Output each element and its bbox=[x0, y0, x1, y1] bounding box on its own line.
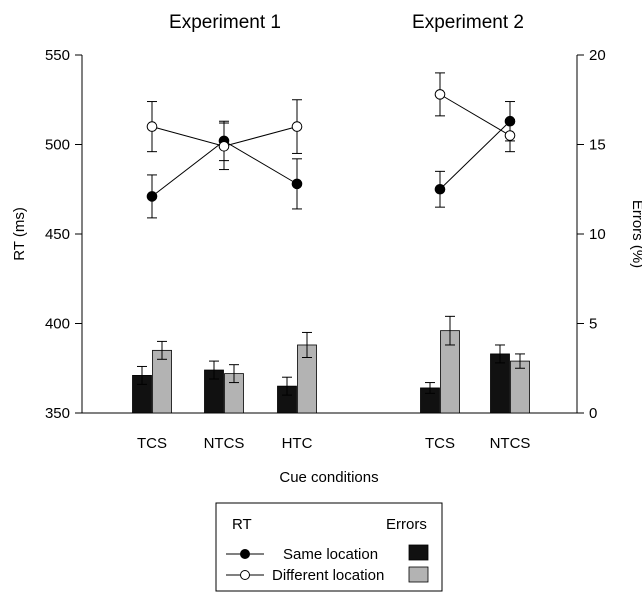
legend-swatch-same bbox=[408, 544, 429, 561]
rt-point-different-p1-tcs bbox=[146, 121, 158, 132]
panel-title-experiment-2: Experiment 2 bbox=[412, 12, 524, 33]
y-right-tick-label-15: 15 bbox=[589, 137, 606, 154]
error-bar-different-p2-ntcs bbox=[510, 360, 530, 414]
y-axis-left-label: RT (ms) bbox=[11, 207, 28, 261]
y-left-tick-label-400: 400 bbox=[45, 316, 70, 333]
rt-line-different-p2 bbox=[439, 93, 511, 136]
y-axis-right-label: Errors (%) bbox=[629, 200, 642, 268]
x-tick-label-p1-tcs: TCS bbox=[137, 435, 167, 452]
y-right-tick-label-0: 0 bbox=[589, 405, 597, 422]
y-left-tick-label-350: 350 bbox=[45, 405, 70, 422]
y-right-tick-label-10: 10 bbox=[589, 226, 606, 243]
legend: RT Errors Same location Different locati… bbox=[215, 502, 443, 592]
y-right-tick-label-20: 20 bbox=[589, 47, 606, 64]
rt-point-different-p1-htc bbox=[291, 121, 303, 132]
legend-swatch-different bbox=[408, 566, 429, 583]
rt-point-different-p2-tcs bbox=[434, 89, 446, 100]
legend-label-same: Same location bbox=[283, 546, 378, 563]
rt-point-same-p1-tcs bbox=[146, 191, 158, 202]
x-tick-label-p2-tcs: TCS bbox=[425, 435, 455, 452]
x-tick-label-p2-ntcs: NTCS bbox=[490, 435, 531, 452]
panel-title-experiment-1: Experiment 1 bbox=[169, 12, 281, 33]
y-right-tick-label-5: 5 bbox=[589, 316, 597, 333]
y-left-tick-label-450: 450 bbox=[45, 226, 70, 243]
y-left-tick-label-500: 500 bbox=[45, 137, 70, 154]
rt-point-different-p1-ntcs bbox=[218, 140, 230, 152]
legend-rt-header: RT bbox=[232, 516, 252, 533]
x-tick-label-p1-ntcs: NTCS bbox=[204, 435, 245, 452]
rt-point-same-p1-htc bbox=[291, 178, 303, 190]
legend-errors-header: Errors bbox=[386, 516, 427, 533]
rt-point-same-p2-tcs bbox=[434, 183, 446, 195]
plot-area: 350 400 450 500 550 0 5 10 15 20 TCS NTCS HTC TCS NTCS bbox=[45, 47, 606, 452]
y-left-tick-label-550: 550 bbox=[45, 47, 70, 64]
x-tick-label-p1-htc: HTC bbox=[282, 435, 313, 452]
legend-box bbox=[215, 502, 443, 592]
legend-marker-same bbox=[240, 549, 250, 559]
rt-line-same-p2 bbox=[439, 120, 511, 190]
x-axis-label: Cue conditions bbox=[279, 469, 378, 486]
legend-label-different: Different location bbox=[272, 567, 384, 584]
legend-marker-different bbox=[240, 570, 250, 580]
rt-point-different-p2-ntcs bbox=[504, 130, 516, 141]
